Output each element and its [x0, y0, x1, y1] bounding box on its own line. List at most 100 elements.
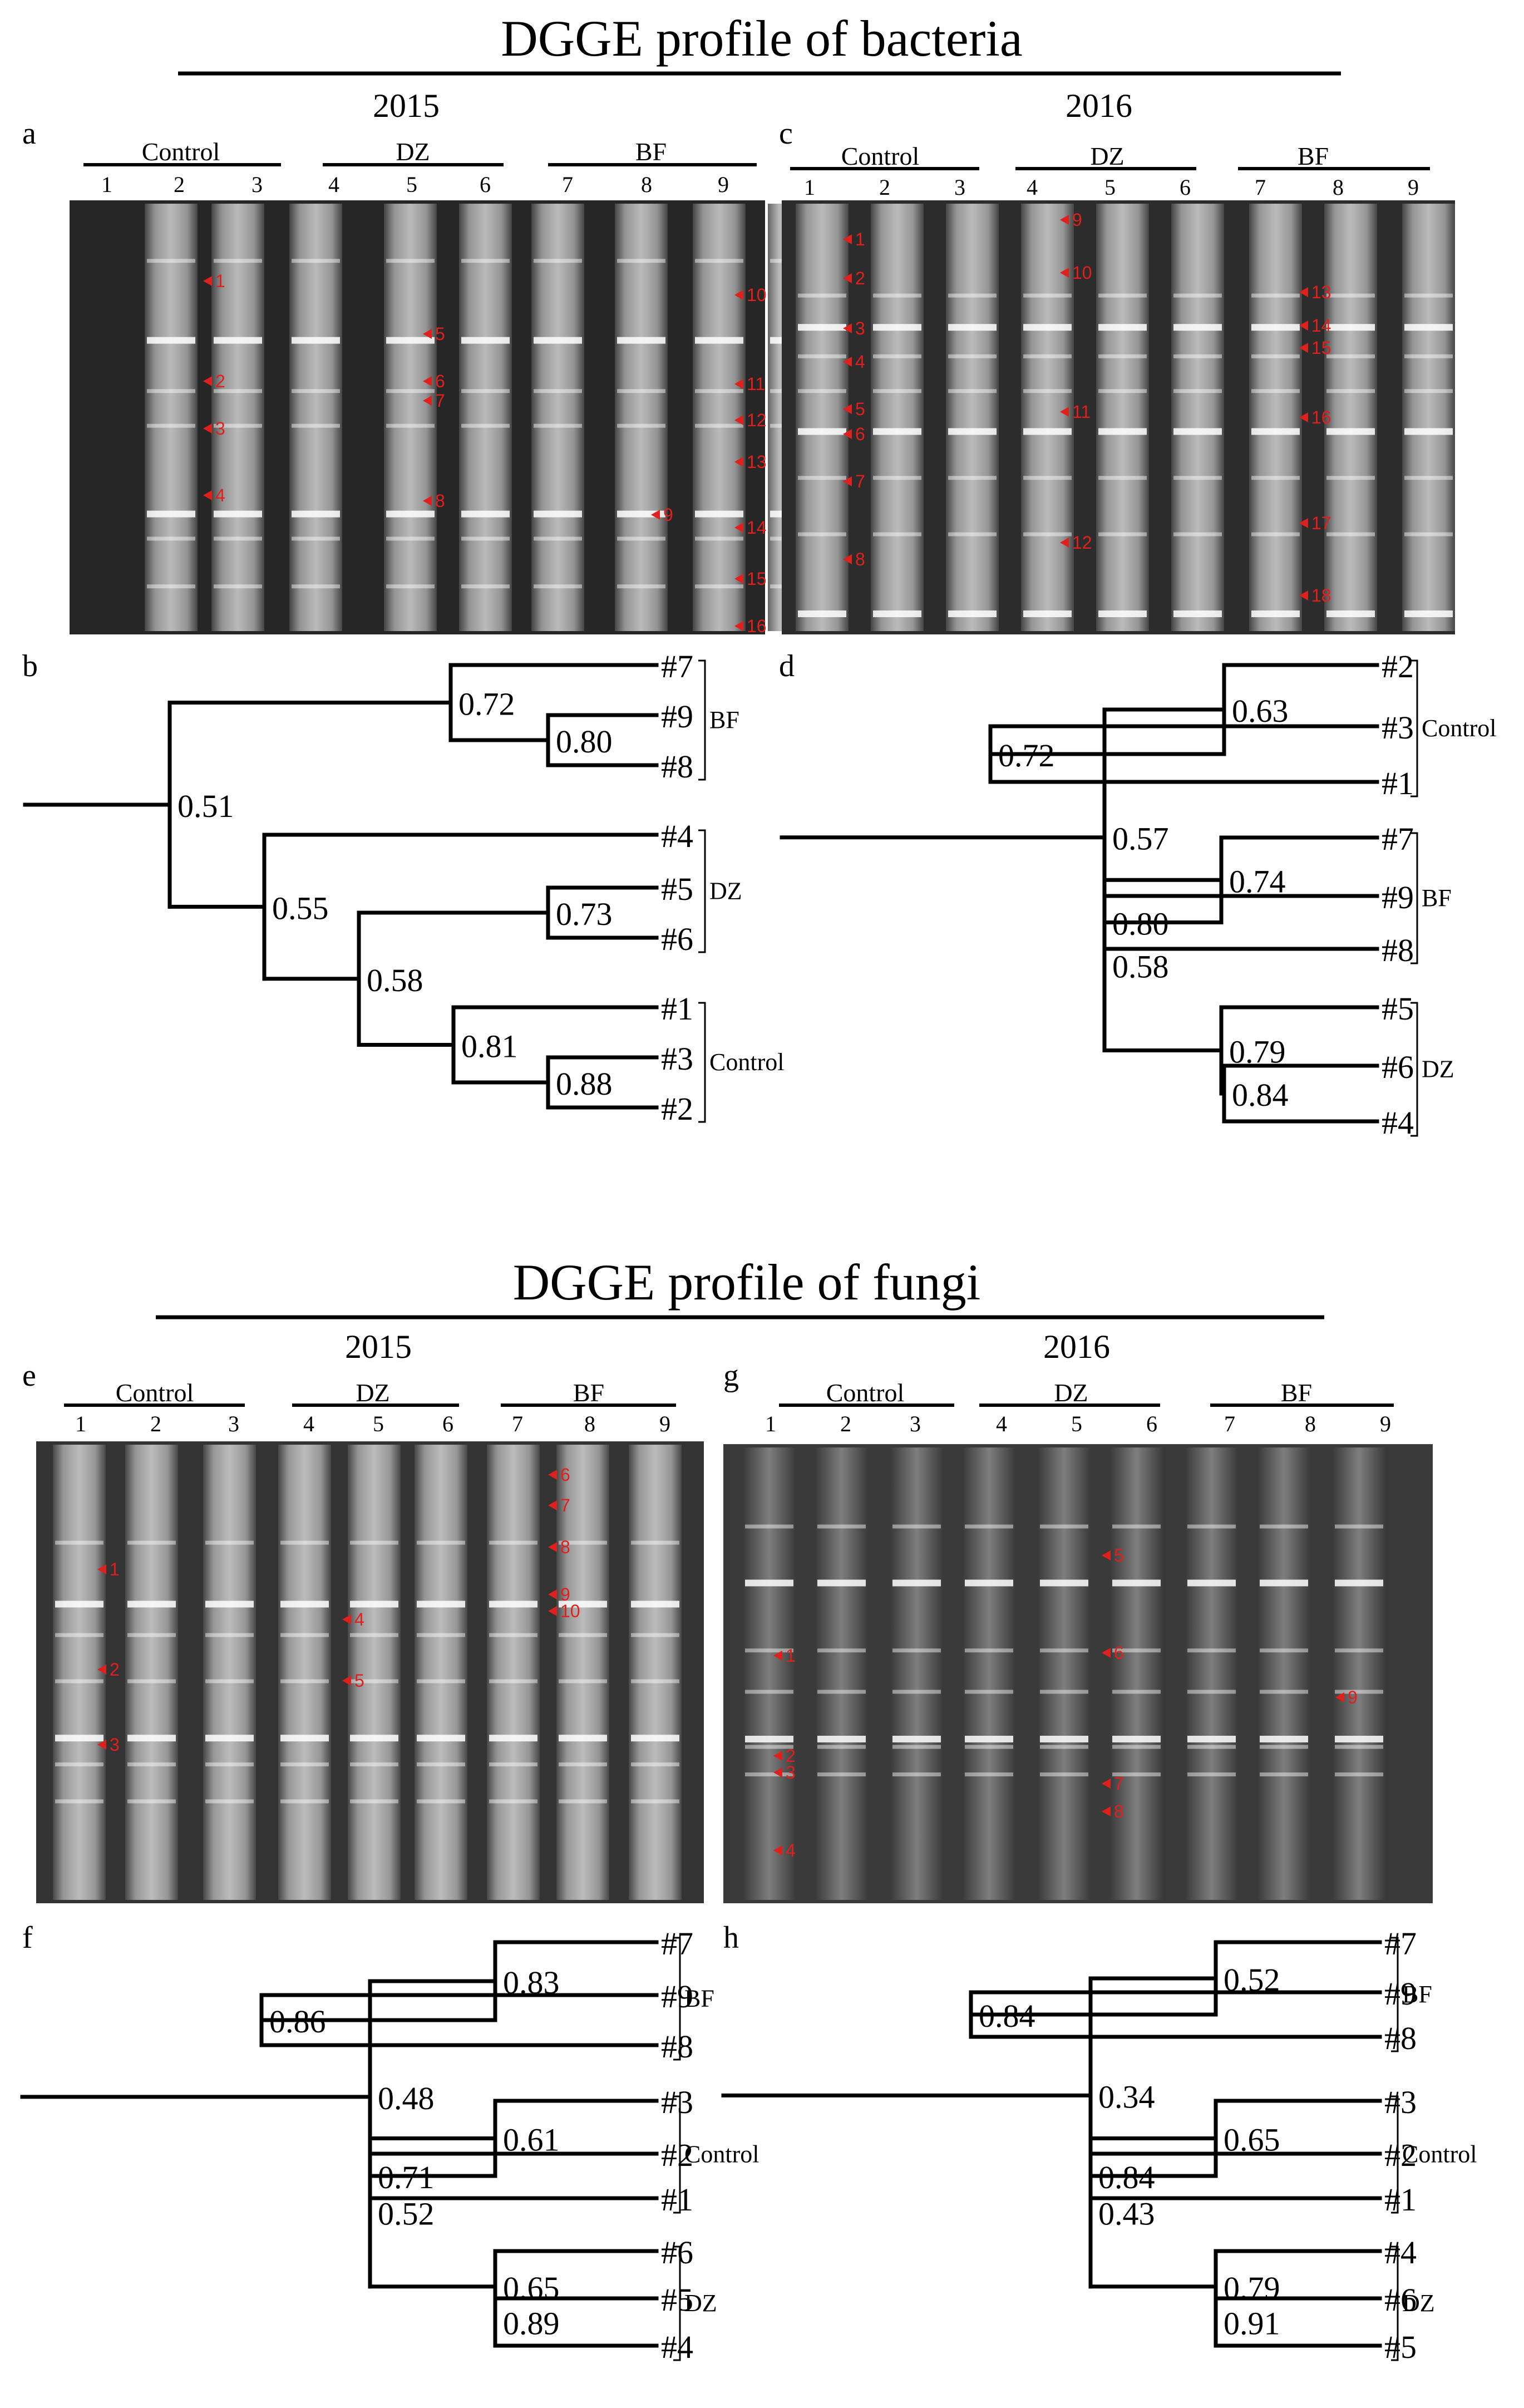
lane-number: 3: [251, 172, 263, 197]
gel-band: [386, 337, 435, 344]
lane-number: 5: [1071, 1411, 1082, 1436]
gel-band: [489, 1799, 537, 1804]
gel-band: [559, 1735, 607, 1742]
group-label: Control: [709, 1048, 784, 1076]
gel-band: [214, 424, 262, 428]
gel-band: [280, 1601, 329, 1608]
gel-lane: [815, 1447, 868, 1900]
gel-panel-g: g 2016 Control DZ BF 1 2 3 4 5 6 7 8 9 1…: [723, 1328, 1433, 1903]
gel-band: [1098, 610, 1147, 617]
leaf-label: #8: [1382, 932, 1414, 968]
gel-band: [948, 324, 997, 331]
gel-lane: [125, 1445, 178, 1900]
band-marker-label: 3: [110, 1735, 120, 1755]
band-marker-arrow: [843, 323, 852, 333]
gel-band: [1023, 293, 1072, 298]
leaf-label: #4: [661, 818, 693, 854]
band-marker-label: 13: [747, 452, 767, 472]
gel-band: [534, 389, 582, 393]
group-label: BF: [573, 1378, 604, 1407]
gel-band: [205, 1762, 254, 1766]
band-marker-arrow: [773, 1651, 782, 1661]
band-marker-label: 16: [1311, 407, 1331, 427]
gel-band: [280, 1540, 329, 1545]
band-marker-arrow: [97, 1665, 106, 1675]
gel-band: [1187, 1690, 1236, 1694]
gel-band: [386, 536, 435, 541]
gel-band: [1251, 610, 1300, 617]
similarity-value: 0.58: [367, 962, 423, 998]
lane-number: 2: [150, 1411, 161, 1436]
gel-band: [350, 1633, 398, 1637]
gel-band: [417, 1601, 465, 1608]
gel-band: [292, 337, 340, 344]
gel-band: [205, 1540, 254, 1545]
gel-band: [1326, 324, 1375, 331]
band-marker-arrow: [843, 476, 852, 486]
similarity-value: 0.43: [1098, 2196, 1155, 2232]
lane-number: 1: [765, 1411, 776, 1436]
gel-band: [1251, 476, 1300, 480]
band-marker-arrow: [1299, 321, 1308, 331]
gel-band: [948, 293, 997, 298]
leaf-label: #1: [661, 991, 693, 1027]
panel-letter: a: [22, 116, 36, 151]
lane-number: 5: [406, 172, 417, 197]
band-marker-arrow: [203, 490, 212, 500]
similarity-value: 0.84: [1232, 1077, 1289, 1113]
gel-panel-a: a 2015 Control DZ BF 1 2 3 4 5 6 7 8 9 1…: [22, 87, 821, 636]
gel-band: [214, 510, 262, 518]
gel-band: [798, 293, 846, 298]
gel-lane: [415, 1445, 467, 1900]
gel-lane: [1402, 204, 1455, 631]
gel-band: [55, 1799, 103, 1804]
band-marker-arrow: [734, 621, 743, 631]
group-bracket: [698, 829, 706, 953]
leaf-label: #4: [661, 2329, 693, 2365]
gel-lane: [1110, 1447, 1163, 1900]
gel-band: [695, 424, 743, 428]
gel-band: [695, 389, 743, 393]
gel-band: [1335, 1690, 1383, 1694]
gel-band: [1023, 476, 1072, 480]
lane-number: 7: [512, 1411, 523, 1436]
group-label: DZ: [1054, 1378, 1088, 1407]
gel-band: [1251, 324, 1300, 331]
year-label: 2015: [345, 1328, 412, 1365]
gel-lane: [211, 204, 264, 631]
band-marker-arrow: [773, 1751, 782, 1761]
leaf-label: #7: [1382, 821, 1414, 857]
gel-band: [948, 389, 997, 393]
gel-lane: [1096, 204, 1149, 631]
gel-band: [873, 532, 921, 536]
band-marker-label: 8: [560, 1537, 570, 1557]
gel-band: [1098, 293, 1147, 298]
gel-band: [55, 1679, 103, 1683]
band-marker-arrow: [97, 1564, 106, 1574]
band-marker-arrow: [548, 1542, 557, 1552]
gel-band: [559, 1540, 607, 1545]
band-marker-arrow: [843, 357, 852, 367]
gel-band: [798, 532, 846, 536]
leaf-label: #6: [1384, 2282, 1417, 2318]
band-marker-arrow: [423, 396, 432, 406]
group-label: Control: [684, 2141, 759, 2168]
band-marker-label: 4: [354, 1609, 364, 1629]
lane-number: 7: [562, 172, 573, 197]
similarity-value: 0.61: [503, 2122, 560, 2158]
band-marker-arrow: [342, 1676, 351, 1686]
lane-number: 4: [328, 172, 339, 197]
gel-band: [1173, 476, 1222, 480]
gel-band: [205, 1735, 254, 1742]
gel-lane: [629, 1445, 682, 1900]
gel-band: [55, 1633, 103, 1637]
gel-band: [1404, 610, 1453, 617]
gel-band: [617, 584, 665, 589]
gel-band: [965, 1736, 1013, 1742]
gel-lane: [1257, 1447, 1310, 1900]
gel-band: [1173, 532, 1222, 536]
gel-lane: [1038, 1447, 1091, 1900]
gel-band: [1335, 1579, 1383, 1587]
similarity-value: 0.73: [556, 896, 613, 932]
